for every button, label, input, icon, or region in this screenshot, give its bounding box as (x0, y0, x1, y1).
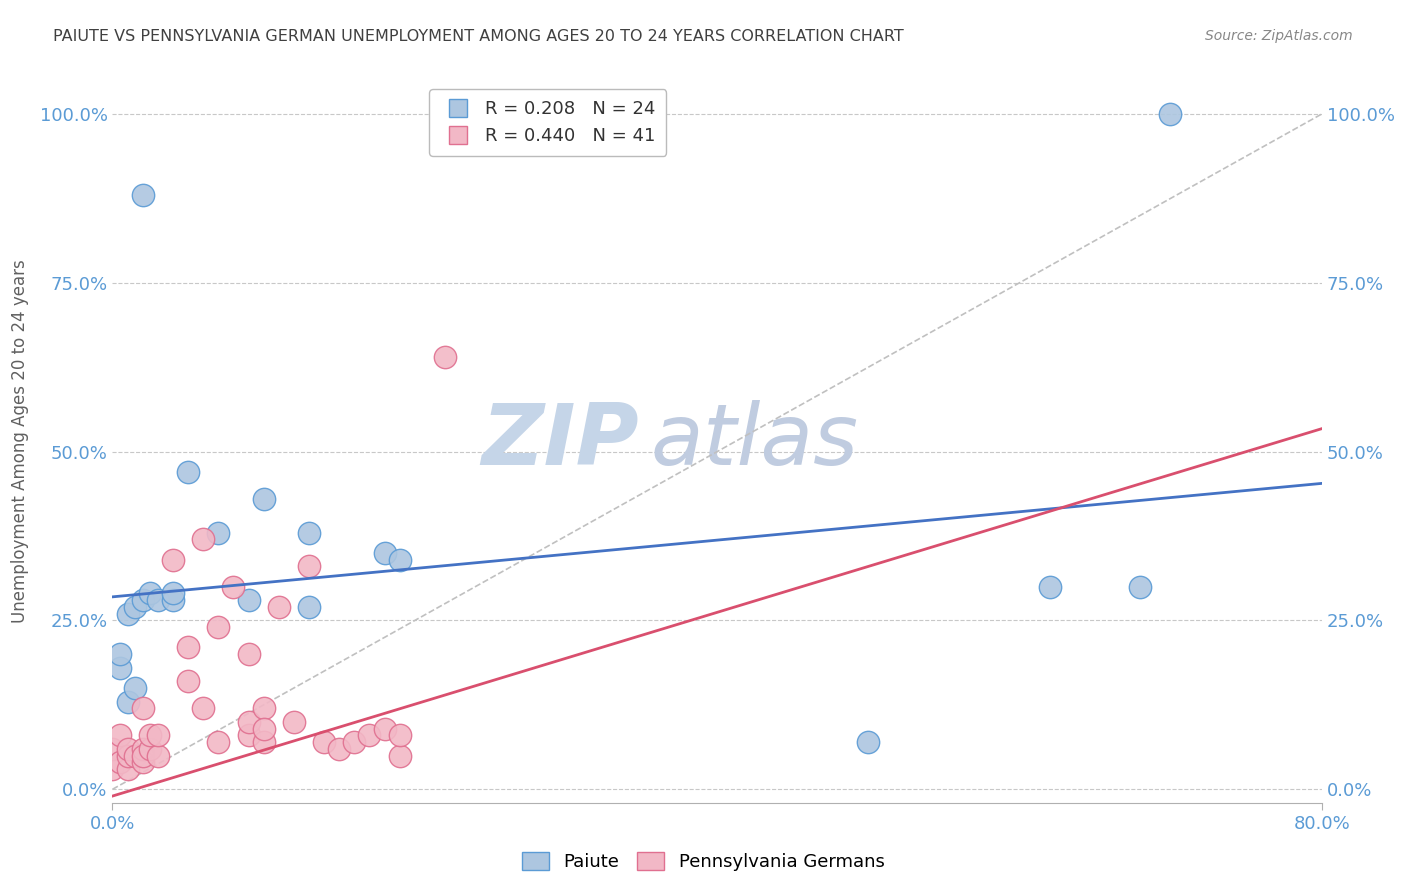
Point (1129, 580, 1152, 594)
Point (314, 735, 336, 749)
Point (146, 728, 169, 742)
Point (124, 681, 146, 695)
Point (117, 694, 139, 708)
Point (108, 728, 131, 742)
Point (191, 701, 214, 715)
Point (238, 647, 260, 661)
Point (124, 748, 146, 763)
Point (1038, 580, 1062, 594)
Text: Source: ZipAtlas.com: Source: ZipAtlas.com (1205, 29, 1353, 44)
Legend: R = 0.208   N = 24, R = 0.440   N = 41: R = 0.208 N = 24, R = 0.440 N = 41 (429, 89, 666, 156)
Point (132, 748, 155, 763)
Point (132, 593, 155, 607)
Point (162, 586, 184, 600)
Point (191, 533, 214, 547)
Point (343, 735, 366, 749)
Point (139, 728, 162, 742)
Point (146, 748, 169, 763)
Point (101, 741, 124, 756)
Point (177, 674, 200, 689)
Point (132, 188, 155, 202)
Point (108, 661, 131, 675)
Text: PAIUTE VS PENNSYLVANIA GERMAN UNEMPLOYMENT AMONG AGES 20 TO 24 YEARS CORRELATION: PAIUTE VS PENNSYLVANIA GERMAN UNEMPLOYME… (53, 29, 904, 45)
Point (132, 701, 155, 715)
Point (238, 593, 260, 607)
Point (298, 559, 321, 574)
Point (253, 722, 276, 736)
Point (108, 647, 131, 661)
Point (433, 350, 456, 364)
Point (238, 714, 260, 729)
Point (207, 620, 229, 634)
Point (101, 762, 124, 776)
Point (162, 593, 184, 607)
Point (253, 735, 276, 749)
Point (283, 714, 305, 729)
Point (298, 525, 321, 540)
Point (117, 607, 139, 621)
Point (117, 748, 139, 763)
Point (238, 728, 260, 742)
Point (207, 735, 229, 749)
Point (117, 762, 139, 776)
Point (856, 735, 880, 749)
Point (267, 599, 290, 614)
Point (388, 748, 411, 763)
Point (132, 741, 155, 756)
Point (328, 741, 350, 756)
Point (253, 491, 276, 506)
Point (146, 593, 169, 607)
Point (139, 741, 162, 756)
Y-axis label: Unemployment Among Ages 20 to 24 years: Unemployment Among Ages 20 to 24 years (10, 260, 28, 624)
Point (117, 741, 139, 756)
Point (388, 552, 411, 566)
Point (374, 546, 396, 560)
Point (298, 599, 321, 614)
Point (1159, 107, 1181, 121)
Point (388, 728, 411, 742)
Point (177, 640, 200, 655)
Point (177, 465, 200, 479)
Legend: Paiute, Pennsylvania Germans: Paiute, Pennsylvania Germans (515, 845, 891, 879)
Point (359, 728, 381, 742)
Text: atlas: atlas (651, 400, 859, 483)
Point (124, 599, 146, 614)
Point (207, 525, 229, 540)
Point (162, 552, 184, 566)
Point (222, 580, 245, 594)
Text: ZIP: ZIP (481, 400, 638, 483)
Point (253, 701, 276, 715)
Point (132, 756, 155, 770)
Point (108, 756, 131, 770)
Point (139, 586, 162, 600)
Point (374, 722, 396, 736)
